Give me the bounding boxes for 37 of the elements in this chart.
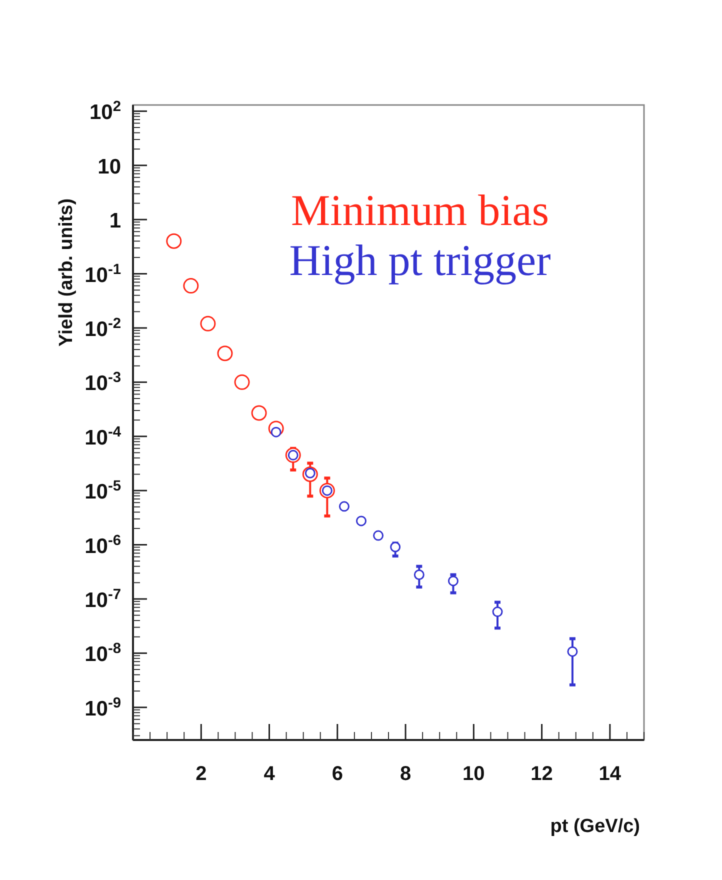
point: [251, 405, 267, 421]
x-tick-label: 8: [400, 763, 412, 785]
point: [183, 278, 199, 294]
y-tick-label: 10$^{-4}$: [84, 424, 122, 450]
text: Minimum bias: [291, 186, 549, 235]
point: [373, 530, 384, 541]
point: [492, 606, 503, 618]
y-tick-label: 10: [98, 155, 121, 178]
y-tick-label: 10$^{-9}$: [84, 695, 121, 720]
y-tick-label: 10$^{2}$: [89, 99, 121, 124]
y-tick-label: 10$^{-5}$: [84, 478, 121, 504]
point: [338, 501, 350, 512]
point: [448, 576, 458, 586]
y-tick-label: 10$^{-2}$: [84, 316, 121, 341]
y-tick-label: 10$^{-3}$: [84, 370, 121, 396]
y-tick-label: 10$^{-8}$: [84, 641, 121, 666]
y-tick-label: 10$^{-6}$: [84, 532, 121, 558]
y-tick-label: 10$^{-1}$: [84, 262, 121, 287]
x-tick-label: 14: [598, 763, 622, 785]
point: [567, 646, 578, 657]
x-tick-label: 2: [196, 763, 207, 785]
point: [414, 569, 424, 580]
text: High pt trigger: [289, 236, 552, 285]
x-tick-label: 6: [332, 763, 343, 785]
y-axis-title: Yield (arb. units): [56, 198, 77, 347]
x-tick-label: 10: [462, 763, 485, 785]
point: [356, 516, 366, 526]
x-tick-label: 12: [530, 763, 553, 785]
point: [390, 542, 401, 552]
point: [234, 374, 250, 390]
point: [166, 233, 182, 249]
x-axis-title: pt (GeV/c): [550, 816, 640, 837]
point: [200, 316, 216, 332]
point: [217, 346, 233, 362]
y-tick-label: 1: [109, 210, 122, 233]
y-tick-label: 10$^{-7}$: [84, 586, 121, 612]
x-tick-label: 4: [264, 763, 276, 785]
